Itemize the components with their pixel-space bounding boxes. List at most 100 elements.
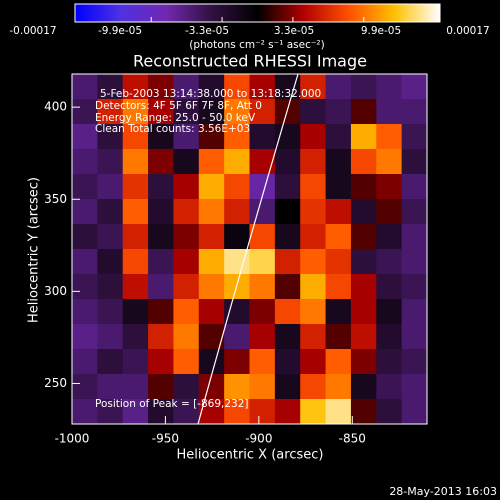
heatmap-cell bbox=[350, 324, 377, 350]
heatmap-cell bbox=[274, 199, 301, 225]
heatmap-cell bbox=[224, 399, 250, 425]
heatmap-cell bbox=[72, 224, 98, 250]
heatmap-cell bbox=[97, 124, 124, 150]
heatmap-cell bbox=[72, 399, 98, 425]
heatmap-cell bbox=[325, 249, 352, 275]
heatmap-cell bbox=[376, 374, 403, 400]
timestamp: 28-May-2013 16:03 bbox=[389, 485, 497, 498]
heatmap-cell bbox=[198, 299, 225, 325]
heatmap-cell bbox=[122, 199, 149, 225]
heatmap-cell bbox=[97, 149, 124, 175]
heatmap-cell bbox=[376, 399, 403, 425]
heatmap-cell bbox=[224, 99, 250, 125]
heatmap-cell bbox=[122, 299, 149, 325]
heatmap-cell bbox=[97, 224, 124, 250]
x-axis-title: Heliocentric X (arcsec) bbox=[177, 448, 324, 463]
heatmap-cell bbox=[350, 74, 377, 100]
heatmap-cell bbox=[148, 174, 174, 200]
plot-frame bbox=[71, 73, 428, 425]
colorbar-tick-label: -0.00017 bbox=[9, 25, 56, 37]
heatmap-cell bbox=[148, 74, 174, 100]
heatmap-cell bbox=[325, 349, 352, 375]
heatmap-cell bbox=[198, 74, 225, 100]
heatmap-cell bbox=[350, 349, 377, 375]
heatmap-cell bbox=[72, 74, 98, 100]
heatmap-cell bbox=[198, 99, 225, 125]
heatmap-cell bbox=[224, 324, 250, 350]
heatmap-cell bbox=[97, 199, 124, 225]
heatmap-cell bbox=[350, 124, 377, 150]
heatmap-cell bbox=[300, 399, 327, 425]
colorbar-label: (photons cm⁻² s⁻¹ asec⁻²) bbox=[189, 39, 324, 51]
heatmap-cell bbox=[274, 399, 301, 425]
heatmap-cell bbox=[300, 149, 327, 175]
heatmap-cell bbox=[173, 249, 200, 275]
heatmap-cell bbox=[249, 199, 276, 225]
heatmap-cell bbox=[72, 299, 98, 325]
x-tick-label: -900 bbox=[245, 432, 272, 446]
heatmap-cell bbox=[325, 224, 352, 250]
y-tick-label: 350 bbox=[44, 192, 67, 206]
heatmap-cell bbox=[198, 349, 225, 375]
heatmap-cell bbox=[173, 399, 200, 425]
heatmap-cell bbox=[350, 174, 377, 200]
heatmap-cell bbox=[300, 99, 327, 125]
heatmap-cell bbox=[173, 374, 200, 400]
heatmap-cell bbox=[122, 349, 149, 375]
heatmap-cell bbox=[198, 174, 225, 200]
heatmap-cell bbox=[376, 199, 403, 225]
heatmap-cell bbox=[173, 74, 200, 100]
heatmap-cell bbox=[224, 349, 250, 375]
heatmap-cell bbox=[72, 149, 98, 175]
heatmap-cell bbox=[274, 249, 301, 275]
heatmap-cell bbox=[274, 174, 301, 200]
heatmap-cell bbox=[249, 324, 276, 350]
heatmap-cell bbox=[198, 324, 225, 350]
heatmap-cell bbox=[376, 124, 403, 150]
heatmap-cell bbox=[376, 299, 403, 325]
heatmap-cell bbox=[274, 324, 301, 350]
heatmap-cell bbox=[300, 224, 327, 250]
heatmap-cell bbox=[97, 99, 124, 125]
heatmap-cell bbox=[376, 224, 403, 250]
heatmap-cell bbox=[350, 249, 377, 275]
solar-limb bbox=[197, 73, 299, 425]
heatmap-cell bbox=[122, 324, 149, 350]
heatmap-cell bbox=[198, 399, 225, 425]
heatmap-cell bbox=[97, 274, 124, 300]
heatmap-cell bbox=[97, 399, 124, 425]
heatmap-cell bbox=[97, 249, 124, 275]
heatmap-cell bbox=[249, 299, 276, 325]
heatmap-cell bbox=[122, 74, 149, 100]
heatmap-cell bbox=[401, 199, 428, 225]
heatmap-cell bbox=[376, 74, 403, 100]
heatmap-cell bbox=[401, 399, 428, 425]
heatmap-cell bbox=[300, 249, 327, 275]
heatmap-cell bbox=[224, 174, 250, 200]
heatmap-cell bbox=[173, 274, 200, 300]
heatmap-cell bbox=[249, 274, 276, 300]
heatmap-cell bbox=[274, 374, 301, 400]
heatmap-cell bbox=[72, 324, 98, 350]
heatmap-cell bbox=[274, 149, 301, 175]
heatmap-cell bbox=[224, 124, 250, 150]
heatmap-cell bbox=[72, 124, 98, 150]
heatmap-cell bbox=[122, 399, 149, 425]
heatmap-cell bbox=[325, 274, 352, 300]
heatmap-cell bbox=[122, 274, 149, 300]
heatmap-cell bbox=[300, 349, 327, 375]
heatmap-cell bbox=[249, 99, 276, 125]
heatmap-cell bbox=[350, 299, 377, 325]
heatmap-cell bbox=[198, 374, 225, 400]
heatmap-cell bbox=[401, 99, 428, 125]
heatmap-cell bbox=[198, 224, 225, 250]
colorbar-tick-label: -9.9e-05 bbox=[98, 25, 142, 37]
heatmap-cell bbox=[198, 124, 225, 150]
heatmap-cell bbox=[148, 224, 174, 250]
heatmap-cell bbox=[249, 224, 276, 250]
heatmap-cell bbox=[224, 299, 250, 325]
heatmap-cell bbox=[325, 374, 352, 400]
y-tick-label: 400 bbox=[44, 100, 67, 114]
x-tick-label: -1000 bbox=[55, 432, 90, 446]
